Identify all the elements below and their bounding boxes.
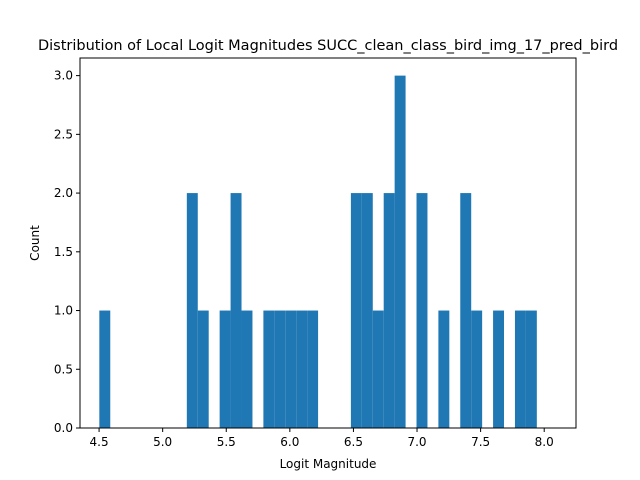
histogram-bar (285, 310, 297, 428)
y-tick-label: 3.0 (54, 69, 73, 83)
histogram-bar (230, 193, 242, 428)
histogram-bar (241, 310, 253, 428)
x-tick-label: 7.0 (407, 435, 426, 449)
histogram-bar (350, 193, 362, 428)
x-tick-label: 5.5 (217, 435, 236, 449)
y-tick-label: 2.5 (54, 127, 73, 141)
histogram-bar (460, 193, 472, 428)
y-axis-ticks: 0.0 0.5 1.0 1.5 2.0 2.5 3.0 (54, 69, 80, 435)
x-axis-ticks: 4.5 5.0 5.5 6.0 6.5 7.0 7.5 8.0 (90, 428, 554, 449)
histogram-bar (514, 310, 526, 428)
x-tick-label: 6.0 (280, 435, 299, 449)
y-tick-label: 2.0 (54, 186, 73, 200)
histogram-bar (493, 310, 505, 428)
histogram-bar (394, 75, 406, 428)
histogram-bar (471, 310, 483, 428)
bars-group (99, 75, 537, 428)
histogram-bar (383, 193, 395, 428)
y-tick-label: 1.0 (54, 304, 73, 318)
histogram-bar (219, 310, 231, 428)
y-axis-label: Count (28, 225, 42, 261)
x-tick-label: 7.5 (471, 435, 490, 449)
y-tick-label: 0.0 (54, 421, 73, 435)
y-tick-label: 0.5 (54, 362, 73, 376)
histogram-bar (274, 310, 286, 428)
histogram-bar (197, 310, 209, 428)
y-tick-label: 1.5 (54, 245, 73, 259)
x-axis-label: Logit Magnitude (280, 457, 377, 471)
histogram-bar (263, 310, 275, 428)
plot-frame (79, 57, 577, 429)
histogram-bar (438, 310, 450, 428)
x-tick-label: 4.5 (90, 435, 109, 449)
histogram-bar (296, 310, 308, 428)
x-tick-label: 5.0 (153, 435, 172, 449)
histogram-bar (372, 310, 384, 428)
x-tick-label: 6.5 (344, 435, 363, 449)
histogram-bar (361, 193, 373, 428)
chart-title: Distribution of Local Logit Magnitudes S… (38, 38, 618, 54)
histogram-bar (416, 193, 428, 428)
x-tick-label: 8.0 (535, 435, 554, 449)
histogram-bar (525, 310, 537, 428)
histogram-bar (186, 193, 198, 428)
histogram-bar (307, 310, 319, 428)
histogram-bar (99, 310, 111, 428)
